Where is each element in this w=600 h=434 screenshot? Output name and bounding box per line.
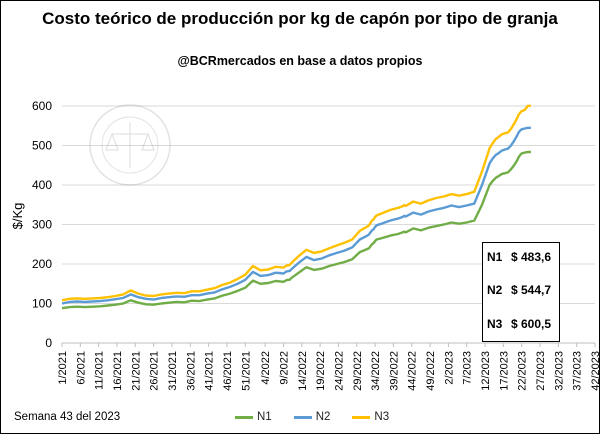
x-tick-label: 39/2022 [388,351,400,391]
x-tick-label: 32/2023 [553,351,565,391]
y-tick-label: 200 [32,257,52,271]
y-axis: 0 100 200 300 400 500 600 [32,99,52,350]
y-axis-label: $/Kg [10,203,25,230]
x-tick-label: 31/2021 [167,351,179,391]
legend-item-n1: N1 [235,411,272,423]
x-tick-label: 2/2023 [443,351,455,385]
legend-item-n3: N3 [352,411,389,423]
chart-title: Costo teórico de producción por kg de ca… [42,9,558,28]
y-tick-label: 0 [45,336,52,350]
y-tick-label: 500 [32,139,52,153]
latest-values-callout: N1 $ 483,6 N2 $ 544,7 N3 $ 600,5 [482,242,560,342]
series-line-n2 [61,126,531,305]
callout-row-n1: N1 $ 483,6 [487,250,557,264]
x-tick-label: 12/2023 [480,351,492,391]
y-tick-label: 100 [32,297,52,311]
x-tick-label: 51/2021 [240,351,252,391]
x-tick-label: 29/2022 [352,351,364,391]
callout-label-n3: N3 [487,317,503,331]
x-tick-label: 1/2021 [57,351,69,385]
y-tick-label: 300 [32,218,52,232]
x-tick-label: 7/2023 [462,351,474,385]
legend-swatch-n3 [352,415,371,419]
y-tick-label: 600 [32,99,52,113]
callout-value-n1: $ 483,6 [511,250,552,264]
x-axis: 1/2021 6/2021 11/2021 16/2021 21/2021 26/2021… [57,342,600,391]
callout-row-n2: N2 $ 544,7 [487,283,557,297]
x-tick-label: 4/2022 [260,351,272,385]
x-tick-label: 16/2021 [112,351,124,391]
chart-subtitle: @BCRmercados en base a datos propios [177,54,423,68]
x-tick-label: 17/2023 [498,351,510,391]
x-tick-label: 49/2022 [425,351,437,391]
y-tick-label: 400 [32,178,52,192]
series-line-n3 [61,104,531,302]
x-tick-label: 34/2022 [370,351,382,391]
x-tick-label: 42/2023 [590,351,600,391]
legend-label-n1: N1 [257,411,272,423]
x-tick-label: 36/2021 [185,351,197,391]
x-tick-label: 21/2021 [130,351,142,391]
x-tick-label: 44/2022 [407,351,419,391]
legend-label-n3: N3 [374,411,390,423]
x-tick-label: 37/2023 [572,351,584,391]
x-tick-label: 41/2021 [204,351,216,391]
x-tick-label: 19/2022 [315,351,327,391]
x-tick-label: 6/2021 [75,351,87,385]
series-lines [61,104,531,310]
watermark-seal [89,104,171,186]
footnote: Semana 43 del 2023 [14,411,121,423]
callout-row-n3: N3 $ 600,5 [487,317,557,331]
x-tick-label: 24/2022 [333,351,345,391]
x-tick-label: 46/2021 [222,351,234,391]
callout-value-n3: $ 600,5 [511,317,552,331]
x-tick-label: 14/2022 [297,351,309,391]
legend-swatch-n1 [235,415,253,419]
x-tick-label: 9/2022 [278,351,290,385]
callout-label-n2: N2 [487,283,503,297]
x-tick-label: 27/2023 [535,351,547,391]
x-tick-label: 11/2021 [94,351,106,390]
series-line-n1 [61,150,531,310]
x-tick-label: 22/2023 [517,351,529,391]
legend-label-n2: N2 [315,411,331,423]
legend-swatch-n2 [293,415,312,419]
legend: N1 N2 N3 [235,411,389,423]
x-tick-label: 26/2021 [149,351,161,391]
legend-item-n2: N2 [293,411,331,423]
callout-value-n2: $ 544,7 [511,283,552,297]
callout-label-n1: N1 [487,250,503,264]
